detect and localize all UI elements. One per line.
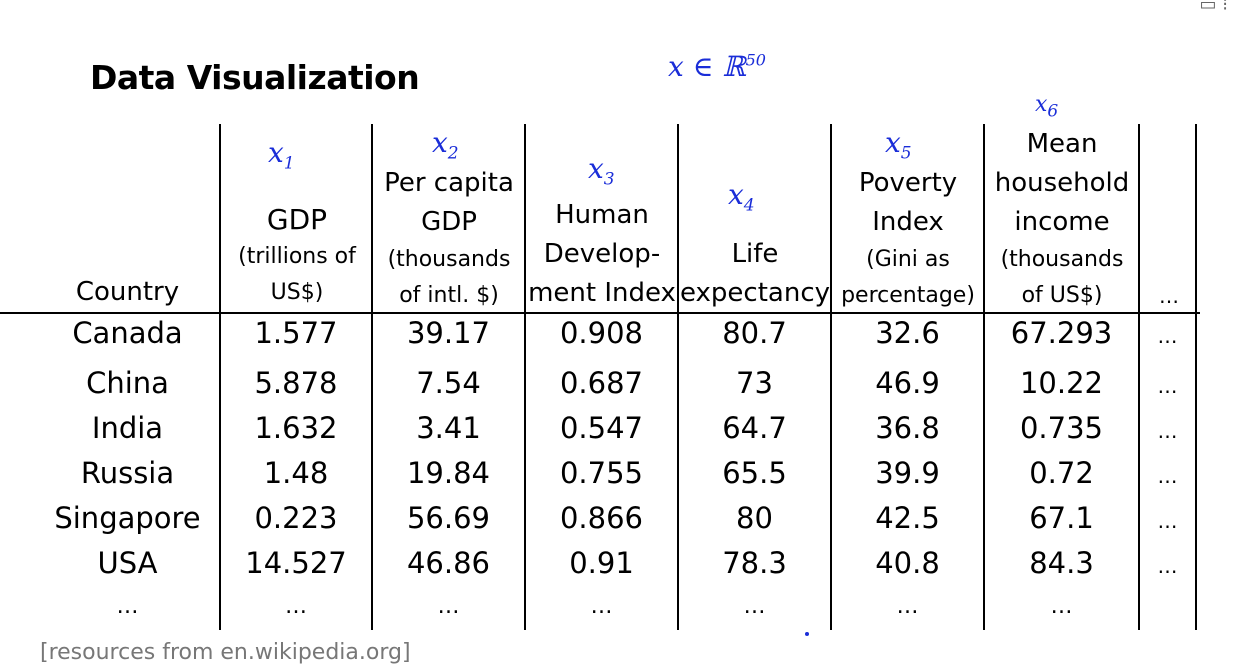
cell-per-capita-gdp: 56.69 [406,501,491,535]
cell-household-income: 84.3 [1029,546,1094,580]
cell-household-income: 10.22 [1019,366,1104,400]
column-divider [983,124,985,630]
cell-poverty-index: … [896,594,919,619]
cell-more: … [1157,509,1178,533]
cell-country: USA [97,546,158,580]
cell-hdi: 0.866 [559,501,644,535]
cell-country: India [91,411,164,445]
column-divider [219,124,221,630]
header-life-expectancy: Life expectancy [680,239,831,308]
header-country: Country [75,277,180,307]
x3-annotation: x3 [588,152,615,190]
header-poverty-index: Poverty Index (Gini as percentage) [841,168,975,308]
cell-household-income: 67.293 [1010,316,1113,350]
cell-per-capita-gdp: 7.54 [416,366,481,400]
cell-household-income: … [1050,594,1073,619]
cell-hdi: 0.908 [559,316,644,350]
cell-gdp: 14.527 [245,546,347,580]
cell-poverty-index: 40.8 [875,546,940,580]
source-citation: [resources from en.wikipedia.org] [40,640,411,665]
cell-poverty-index: 42.5 [875,501,940,535]
cell-poverty-index: 46.9 [875,366,940,400]
cell-life-expectancy: 80 [736,501,773,535]
cell-life-expectancy: 80.7 [722,316,787,350]
cell-country: China [86,366,169,400]
column-divider [371,124,373,630]
cell-hdi: 0.547 [559,411,644,445]
cell-more: … [1157,324,1178,348]
cell-hdi: 0.755 [559,456,644,490]
cell-country: Russia [80,456,175,490]
header-household-income: Mean household income (thousands of US$) [994,129,1130,308]
header-hdi: Human Develop- ment Index [528,200,676,308]
cell-life-expectancy: 73 [736,366,773,400]
cell-per-capita-gdp: 19.84 [406,456,491,490]
cell-per-capita-gdp: 3.41 [416,411,481,445]
header-rule [0,312,1200,314]
column-divider [677,124,679,630]
cell-hdi: … [590,594,613,619]
cell-more: … [1157,464,1178,488]
cell-poverty-index: 36.8 [875,411,940,445]
cell-life-expectancy: 65.5 [722,456,787,490]
cell-hdi: 0.687 [559,366,644,400]
x1-annotation: x1 [268,136,295,174]
cell-gdp: 1.577 [254,316,338,350]
corner-icon: ▭ ⁝ [1199,0,1228,15]
cell-gdp: 0.223 [254,501,338,535]
cell-household-income: 0.735 [1019,411,1104,445]
column-divider [1138,124,1140,630]
cell-country: Canada [72,316,183,350]
cell-life-expectancy: 78.3 [722,546,787,580]
cell-country: … [116,594,139,619]
header-more: … [1159,284,1179,308]
x4-annotation: x4 [728,178,755,216]
cell-per-capita-gdp: 39.17 [406,316,491,350]
ink-dot [805,632,809,636]
cell-country: Singapore [54,501,201,535]
cell-more: … [1157,419,1178,443]
cell-more: … [1157,374,1178,398]
x5-annotation: x5 [885,126,912,164]
cell-gdp: … [285,594,307,619]
cell-gdp: 1.48 [263,456,329,490]
cell-gdp: 5.878 [254,366,338,400]
cell-household-income: 0.72 [1029,456,1094,490]
cell-more: … [1157,554,1178,578]
cell-per-capita-gdp: 46.86 [406,546,491,580]
column-divider [1195,124,1197,630]
page-title: Data Visualization [90,58,420,97]
header-gdp: GDP (trillions of US$) [238,203,356,305]
cell-hdi: 0.91 [569,546,634,580]
column-divider [524,124,526,630]
cell-per-capita-gdp: … [437,594,460,619]
column-divider [830,124,832,630]
cell-poverty-index: 32.6 [875,316,940,350]
cell-household-income: 67.1 [1029,501,1094,535]
cell-poverty-index: 39.9 [875,456,940,490]
cell-gdp: 1.632 [254,411,338,445]
cell-life-expectancy: 64.7 [722,411,787,445]
x2-annotation: x2 [432,126,459,164]
x6-annotation: x6 [1035,92,1059,122]
feature-space-annotation: x ∈ ℝ50 [668,50,766,83]
header-per-capita-gdp: Per capita GDP (thousands of intl. $) [384,168,514,308]
cell-life-expectancy: … [743,594,766,619]
